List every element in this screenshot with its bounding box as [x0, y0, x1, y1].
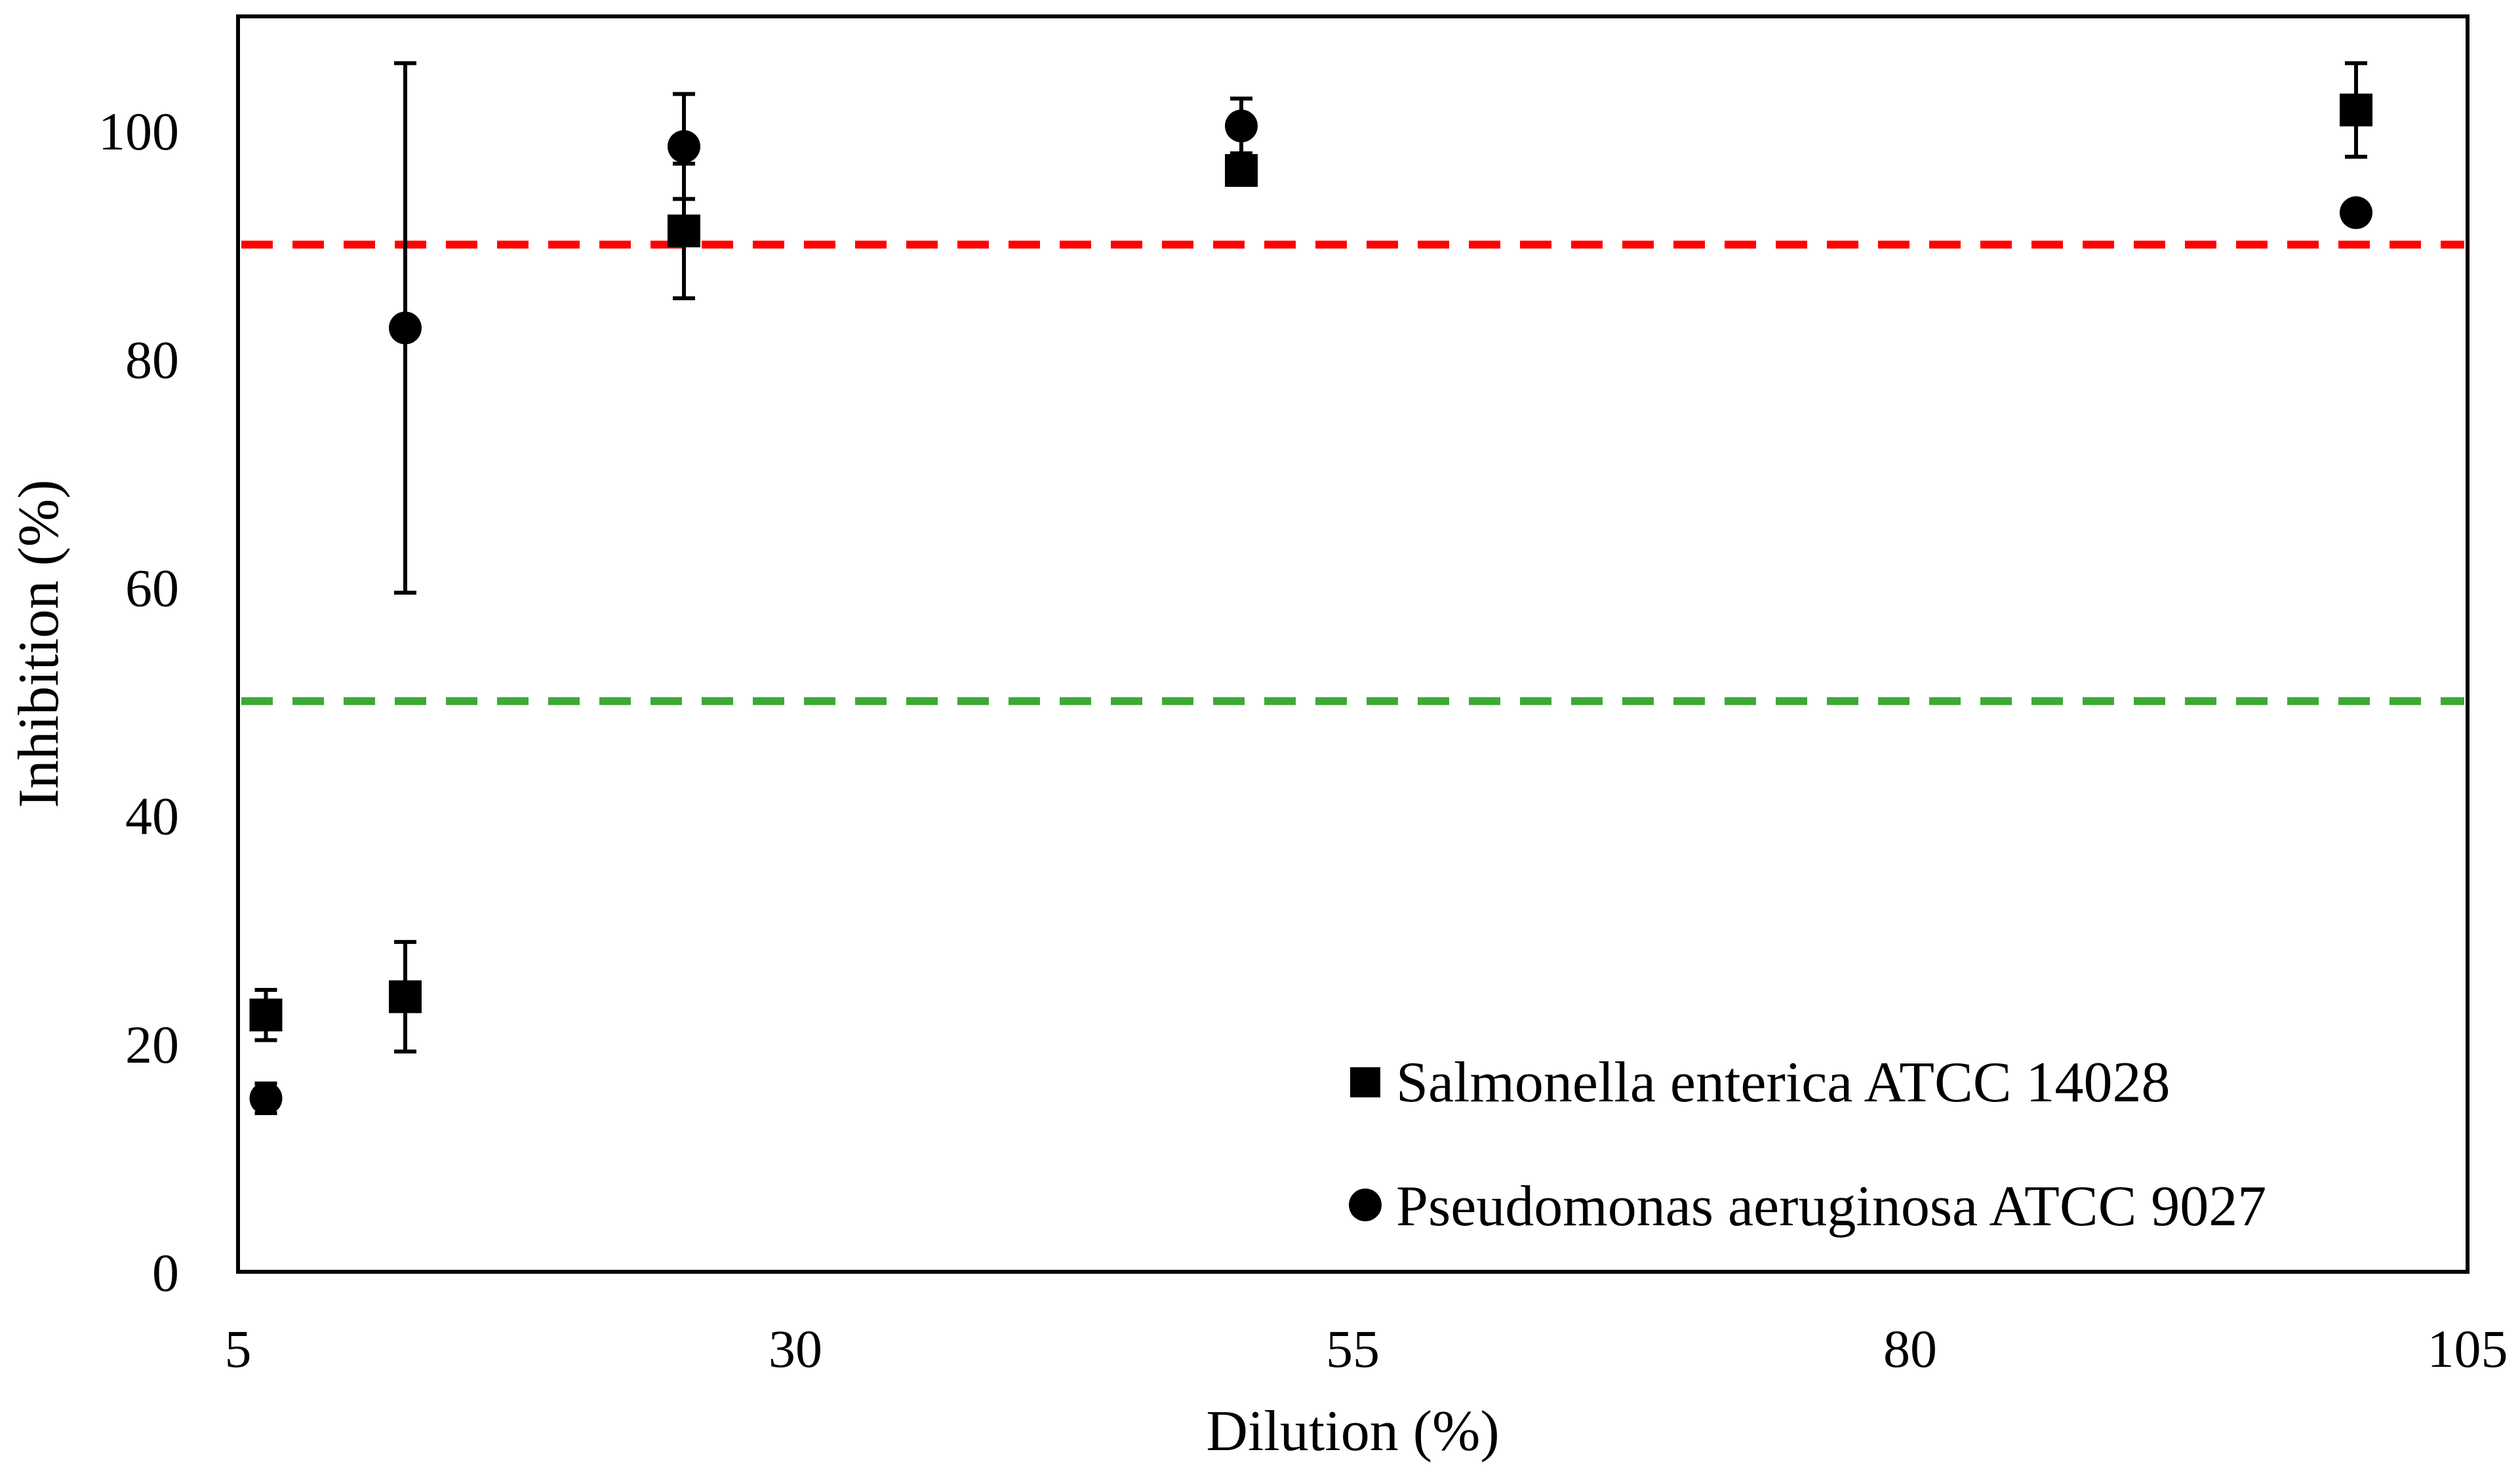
x-tick-labels: 5 30 55 80 105 [225, 1319, 2508, 1379]
point-salmonella [249, 998, 283, 1032]
point-pseudomonas [2340, 196, 2372, 229]
x-tick-label: 105 [2428, 1319, 2508, 1379]
y-tick-label: 60 [125, 558, 179, 618]
y-axis-title: Inhibition (%) [7, 479, 71, 808]
plot-area [236, 14, 2470, 1274]
x-tick-label: 80 [1883, 1319, 1937, 1379]
point-salmonella [668, 214, 700, 248]
point-salmonella [389, 980, 422, 1013]
legend-label-salmonella: Salmonella enterica ATCC 14028 [1396, 1051, 2170, 1114]
y-tick-label: 100 [98, 102, 179, 161]
y-tick-label: 20 [125, 1015, 179, 1074]
x-tick-label: 5 [225, 1319, 252, 1379]
data-points [249, 61, 2372, 1116]
x-tick-label: 55 [1326, 1319, 1380, 1379]
point-pseudomonas [389, 311, 422, 345]
point-pseudomonas [668, 130, 700, 163]
point-salmonella [2340, 93, 2372, 127]
legend: Salmonella enterica ATCC 14028 Pseudomon… [1349, 1051, 2266, 1238]
y-tick-label: 40 [125, 787, 179, 846]
x-tick-label: 30 [769, 1319, 822, 1379]
point-pseudomonas [249, 1082, 283, 1115]
y-tick-label: 0 [152, 1243, 179, 1303]
point-salmonella [1225, 154, 1258, 187]
legend-label-pseudomonas: Pseudomonas aeruginosa ATCC 9027 [1396, 1175, 2266, 1238]
point-pseudomonas [1225, 109, 1258, 143]
legend-marker-pseudomonas [1349, 1189, 1382, 1221]
reference-lines [241, 241, 2464, 705]
x-axis-title: Dilution (%) [1206, 1400, 1499, 1463]
y-tick-labels: 0 20 40 60 80 100 [98, 102, 179, 1303]
y-tick-label: 80 [125, 330, 179, 389]
legend-marker-salmonella [1350, 1067, 1380, 1097]
